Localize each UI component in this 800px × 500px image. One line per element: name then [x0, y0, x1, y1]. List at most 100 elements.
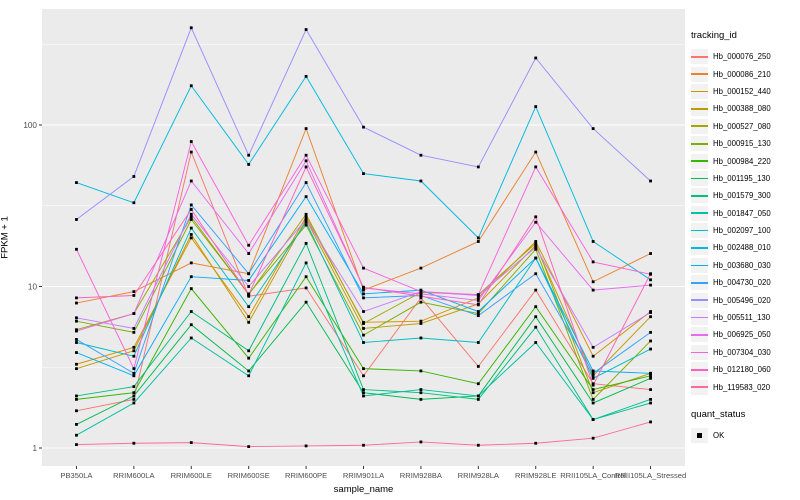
data-point-marker	[304, 28, 308, 31]
legend: tracking_id Hb_000076_250 Hb_000086_210 Hb…	[691, 30, 799, 444]
x-tick-label: RRIM928LE	[515, 471, 556, 480]
data-point-marker	[247, 294, 251, 298]
legend-title-quant-status: quant_status	[691, 408, 746, 420]
data-point-marker	[75, 367, 78, 371]
data-point-marker	[247, 293, 251, 297]
data-point-marker	[534, 240, 538, 243]
legend-key-line-icon	[691, 136, 708, 152]
data-point-marker	[304, 181, 308, 184]
data-point-marker	[476, 314, 480, 318]
data-point-marker	[534, 105, 538, 108]
legend-key-line-icon	[691, 153, 708, 169]
data-point-marker	[362, 394, 365, 398]
data-point-marker	[534, 215, 538, 219]
data-point-marker	[304, 127, 308, 130]
data-point-marker	[362, 333, 365, 337]
data-point-marker	[362, 310, 365, 313]
data-point-marker	[649, 376, 652, 380]
data-point-marker	[476, 310, 480, 313]
legend-entry-label: Hb_007304_030	[713, 347, 771, 357]
data-point-marker	[362, 388, 365, 391]
data-point-marker	[534, 441, 538, 445]
data-point-marker	[591, 436, 595, 440]
quant-ok-label: OK	[713, 431, 725, 440]
legend-key-line-icon	[691, 344, 708, 360]
data-point-marker	[132, 354, 136, 358]
data-point-marker	[132, 327, 136, 330]
data-point-marker	[189, 208, 193, 211]
data-point-marker	[304, 275, 308, 279]
data-point-marker	[419, 322, 423, 325]
data-point-marker	[362, 288, 365, 292]
data-point-marker	[591, 288, 595, 292]
legend-entry-label: Hb_002097_100	[713, 226, 771, 236]
data-point-marker	[75, 433, 78, 437]
data-point-marker	[534, 56, 538, 60]
data-point-marker	[591, 345, 595, 349]
data-point-marker	[476, 382, 480, 386]
data-point-marker	[247, 163, 251, 166]
data-point-marker	[476, 293, 480, 297]
x-tick-label: RRII105LA_Stressed	[615, 471, 686, 480]
legend-key-line-icon	[691, 223, 708, 239]
data-point-marker	[591, 374, 595, 378]
data-point-marker	[304, 241, 308, 245]
data-point-marker	[476, 365, 480, 368]
quant-ok-key-icon	[691, 428, 708, 443]
data-point-marker	[189, 26, 193, 30]
x-tick-label: RRIM600LA	[113, 471, 155, 480]
data-point-marker	[419, 288, 423, 292]
data-point-marker	[189, 203, 193, 207]
x-tick-label: RRIM600SE	[228, 471, 270, 480]
data-point-marker	[189, 275, 193, 279]
data-point-marker	[189, 310, 193, 313]
data-point-marker	[362, 367, 365, 371]
legend-entry-Hb_000527_080: Hb_000527_080	[691, 118, 799, 135]
data-point-marker	[75, 351, 78, 354]
data-point-marker	[132, 397, 136, 401]
legend-entry-Hb_001847_050: Hb_001847_050	[691, 205, 799, 222]
data-point-marker	[304, 165, 308, 169]
data-point-marker	[132, 330, 136, 334]
data-point-marker	[304, 159, 308, 163]
data-point-marker	[362, 391, 365, 395]
data-point-marker	[534, 150, 538, 154]
legend-key-line-icon	[691, 170, 708, 186]
data-point-marker	[132, 394, 136, 398]
data-point-marker	[75, 443, 78, 446]
data-point-marker	[189, 323, 193, 327]
legend-entry-label: Hb_000915_130	[713, 139, 771, 149]
data-point-marker	[476, 240, 480, 243]
data-point-marker	[132, 345, 136, 349]
legend-entry-label: Hb_000527_080	[713, 121, 771, 131]
y-tick-label: 100	[23, 121, 37, 130]
data-point-marker	[419, 397, 423, 401]
data-point-marker	[247, 252, 251, 255]
legend-entry-ok: OK	[691, 427, 799, 444]
data-point-marker	[362, 292, 365, 296]
data-point-marker	[304, 153, 308, 157]
legend-key-line-icon	[691, 118, 708, 134]
data-point-marker	[189, 287, 193, 291]
data-point-marker	[132, 175, 136, 178]
legend-key-line-icon	[691, 101, 708, 117]
data-point-marker	[247, 369, 251, 373]
data-point-marker	[75, 423, 78, 426]
data-point-marker	[649, 371, 652, 375]
x-tick-label: RRIM600LE	[171, 471, 212, 480]
data-point-marker	[534, 272, 538, 276]
legend-entry-Hb_000388_080: Hb_000388_080	[691, 100, 799, 117]
data-point-marker	[476, 394, 480, 398]
data-point-marker	[189, 215, 193, 219]
data-point-marker	[534, 325, 538, 329]
legend-entry-Hb_002488_010: Hb_002488_010	[691, 239, 799, 256]
data-point-marker	[189, 336, 193, 340]
legend-key-line-icon	[691, 205, 708, 221]
data-point-marker	[75, 394, 78, 398]
data-point-marker	[247, 320, 251, 324]
legend-entry-label: Hb_002488_010	[713, 243, 771, 253]
data-point-marker	[247, 356, 251, 360]
legend-key-line-icon	[691, 292, 708, 308]
data-point-marker	[189, 150, 193, 154]
